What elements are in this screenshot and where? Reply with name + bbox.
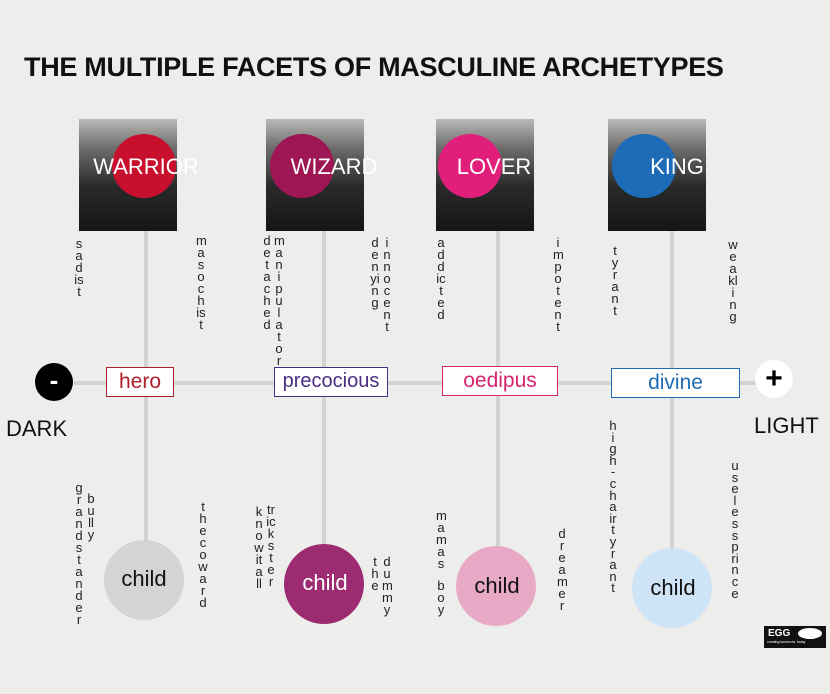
light-pole-icon: + bbox=[755, 360, 793, 398]
dark-pole-icon: - bbox=[35, 363, 73, 401]
warrior-child-bully: bully bbox=[87, 491, 95, 542]
king-mature-box: divine bbox=[611, 368, 740, 398]
egg-logo-oval-icon bbox=[798, 628, 822, 639]
lover-mature-box: oedipus bbox=[442, 366, 558, 396]
king-child-circle bbox=[632, 548, 712, 628]
wizard-mature-box: precocious bbox=[274, 367, 388, 397]
egg-logo: EGG creating tomorrow, today bbox=[764, 626, 826, 648]
wizard-child-circle bbox=[284, 544, 364, 624]
king-shadow-tyrant: tyrant bbox=[611, 243, 619, 318]
wizard-shadow-manipulator: manipulator bbox=[274, 233, 285, 368]
lover-child-boy: boy bbox=[437, 578, 445, 617]
warrior-child-grandstander: grandstander bbox=[75, 480, 83, 627]
warrior-child-coward: the coward bbox=[198, 499, 208, 610]
lover-shadow-impotent: impotent bbox=[553, 235, 564, 334]
warrior-label: WARRIOR bbox=[93, 154, 199, 179]
dark-pole-symbol: - bbox=[49, 365, 59, 395]
wizard-child-label: child bbox=[302, 570, 348, 595]
wizard-circle bbox=[270, 134, 334, 198]
wizard-child-trickster: trickster bbox=[266, 502, 276, 589]
lover-child-circle bbox=[456, 546, 536, 626]
diagram-title: THE MULTIPLE FACETS OF MASCULINE ARCHETY… bbox=[24, 52, 724, 82]
egg-logo-tagline: creating tomorrow, today bbox=[767, 640, 806, 644]
horizontal-axis bbox=[74, 381, 764, 385]
wizard-child-knowitall: knowitall bbox=[254, 504, 264, 591]
lover-label: LOVER bbox=[456, 154, 532, 179]
warrior-mature-box: hero bbox=[106, 367, 174, 397]
lover-child-mamas: mamas bbox=[436, 508, 447, 571]
light-pole-symbol: + bbox=[765, 362, 783, 395]
wizard-label: WIZARD bbox=[290, 154, 378, 179]
king-child-label: child bbox=[650, 575, 696, 600]
wizard-shadow-detached: detached bbox=[263, 233, 271, 332]
king-child-high-chair-tyrant: high-chairtyrant bbox=[609, 418, 617, 596]
wizard-child-the: the bbox=[371, 554, 379, 593]
light-label: LIGHT bbox=[754, 413, 819, 438]
lover-circle bbox=[438, 134, 502, 198]
wizard-shadow-denying: denying bbox=[370, 235, 380, 310]
king-child-useless-prince: uselessprince bbox=[731, 458, 739, 601]
king-circle bbox=[612, 134, 676, 198]
king-label: KING bbox=[650, 154, 704, 179]
dark-label: DARK bbox=[6, 416, 68, 441]
warrior-circle bbox=[112, 134, 176, 198]
lover-child-label: child bbox=[474, 573, 520, 598]
wizard-child-dummy: dummy bbox=[382, 554, 393, 617]
king-shadow-weakling: weakling bbox=[728, 237, 738, 324]
warrior-shadow-sadist: sadist bbox=[74, 236, 84, 299]
lover-child-dreamer: dreamer bbox=[557, 526, 568, 613]
warrior-child-circle bbox=[104, 540, 184, 620]
egg-logo-name: EGG bbox=[768, 628, 791, 639]
warrior-child-label: child bbox=[121, 566, 167, 591]
wizard-shadow-innocent: innocent bbox=[383, 235, 391, 334]
lover-shadow-addicted: addicted bbox=[436, 235, 446, 322]
warrior-shadow-masochist: masochist bbox=[196, 233, 207, 332]
